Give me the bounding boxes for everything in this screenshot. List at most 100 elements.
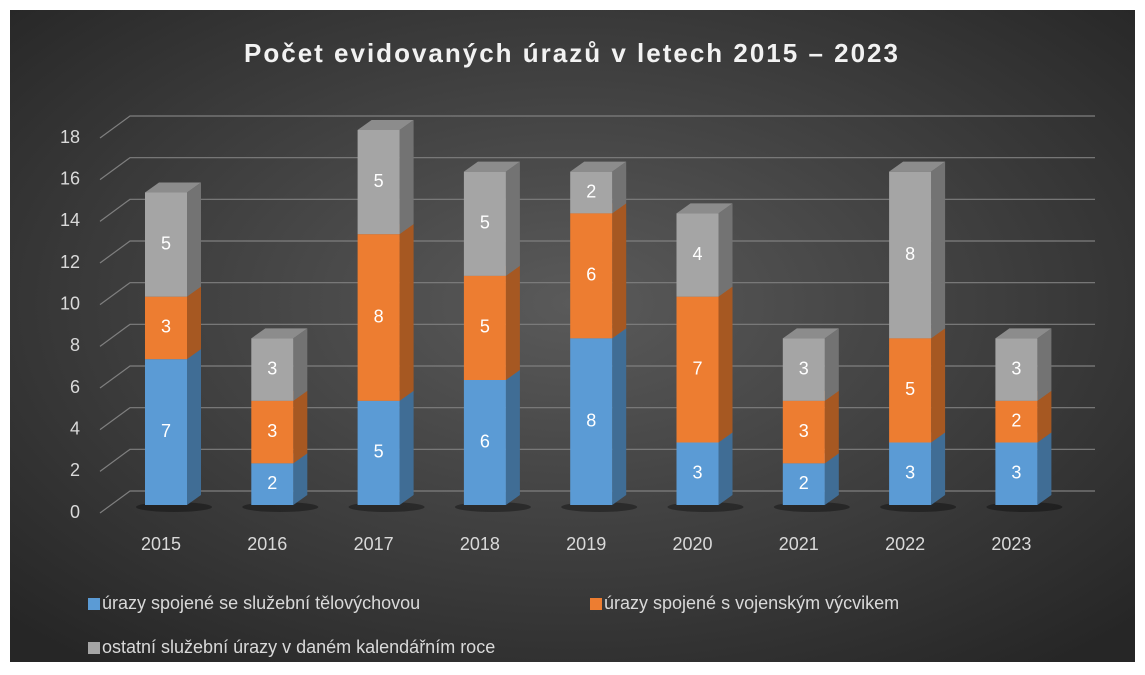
bar-side (399, 390, 414, 505)
bar-side (612, 203, 627, 339)
value-label: 2 (267, 473, 277, 493)
x-tick-label: 2021 (779, 534, 819, 554)
bar-side (718, 203, 733, 297)
grid-line (99, 157, 1095, 181)
bar (995, 442, 1038, 505)
grid-line (99, 115, 1095, 139)
value-label: 3 (161, 317, 171, 337)
bar (889, 442, 932, 505)
bar-top (357, 120, 414, 130)
bar-top (251, 328, 308, 339)
bar (251, 338, 294, 401)
value-label: 2 (586, 181, 596, 201)
x-tick-label: 2016 (247, 534, 287, 554)
bar (251, 463, 294, 505)
bar-top (570, 161, 627, 172)
bar (570, 213, 613, 339)
bar-top (782, 328, 839, 339)
bar-side (399, 120, 414, 235)
bar (676, 213, 719, 297)
legend-swatch (590, 598, 602, 610)
bar (463, 171, 506, 276)
bar (251, 400, 294, 464)
bar-side (1037, 328, 1052, 401)
value-label: 8 (374, 306, 384, 326)
value-label: 3 (692, 463, 702, 483)
bar (782, 463, 825, 505)
bar (995, 400, 1038, 443)
bar (570, 171, 613, 214)
value-label: 6 (586, 265, 596, 285)
value-label: 3 (905, 463, 915, 483)
bar (145, 359, 187, 505)
y-tick-label: 16 (60, 168, 80, 188)
chart-title: Počet evidovaných úrazů v letech 2015 – … (244, 38, 900, 68)
legend-label: úrazy spojené s vojenským výcvikem (604, 593, 899, 613)
bar-side (612, 161, 627, 214)
bar-side (718, 432, 733, 505)
x-tick-label: 2023 (991, 534, 1031, 554)
legend-swatch (88, 642, 100, 654)
bar-side (399, 224, 414, 401)
bar-top (676, 203, 733, 214)
y-tick-label: 8 (70, 335, 80, 355)
value-label: 2 (1011, 410, 1021, 430)
x-tick-label: 2018 (460, 534, 500, 554)
bar-side (293, 328, 308, 401)
bar-side (824, 453, 839, 505)
legend-label: ostatní služební úrazy v daném kalendářn… (102, 637, 495, 657)
value-label: 5 (374, 171, 384, 191)
bar (357, 130, 400, 235)
bar-side (293, 390, 308, 464)
x-tick-label: 2017 (354, 534, 394, 554)
bar (463, 275, 506, 380)
bar (676, 296, 719, 443)
legend-label: úrazy spojené se služební tělovýchovou (102, 593, 420, 613)
bar-side (505, 161, 520, 276)
grid-line (99, 365, 1095, 389)
grid-line (99, 407, 1095, 431)
value-label: 5 (480, 213, 490, 233)
x-tick-label: 2019 (566, 534, 606, 554)
value-label: 3 (267, 358, 277, 378)
value-label: 5 (374, 442, 384, 462)
value-label: 3 (1011, 463, 1021, 483)
value-label: 7 (692, 358, 702, 378)
grid-line (99, 323, 1095, 347)
grid-line (99, 448, 1095, 472)
value-label: 3 (799, 421, 809, 441)
value-label: 5 (905, 379, 915, 399)
bar (463, 380, 506, 505)
y-tick-label: 6 (70, 377, 80, 397)
bar-side (824, 390, 839, 464)
value-label: 4 (692, 244, 702, 264)
y-tick-label: 14 (60, 210, 80, 230)
bar (676, 442, 719, 505)
bar (145, 192, 187, 297)
x-tick-label: 2015 (141, 534, 181, 554)
bar-side (187, 349, 201, 505)
y-tick-label: 18 (60, 127, 80, 147)
value-label: 3 (267, 421, 277, 441)
bar (889, 171, 932, 339)
bar-side (505, 265, 520, 380)
bar-side (718, 286, 733, 443)
bar-side (1037, 432, 1052, 505)
value-label: 3 (1011, 358, 1021, 378)
value-label: 8 (586, 410, 596, 430)
grid-line (99, 282, 1095, 306)
y-tick-label: 12 (60, 252, 80, 272)
bar (357, 400, 400, 505)
bar-side (187, 182, 201, 297)
bar (782, 400, 825, 464)
bar-side (1037, 390, 1052, 443)
bar (570, 338, 613, 505)
value-label: 5 (161, 233, 171, 253)
bar (357, 234, 400, 401)
bar-side (824, 328, 839, 401)
bar (889, 338, 932, 443)
bar (145, 296, 187, 360)
bar (782, 338, 825, 401)
y-tick-label: 0 (70, 502, 80, 522)
